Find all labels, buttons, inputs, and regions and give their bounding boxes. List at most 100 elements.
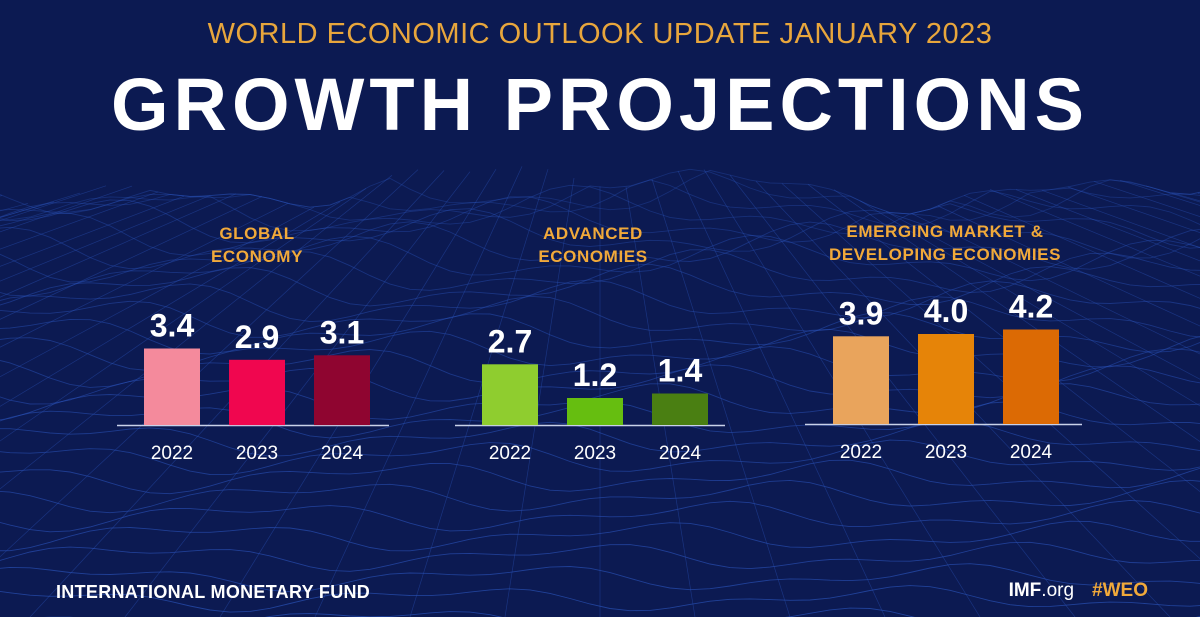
data-label: 4.0 (924, 293, 968, 329)
mesh-perspective-line (885, 211, 1200, 380)
organization-name: INTERNATIONAL MONETARY FUND (56, 582, 371, 602)
bar-2022 (144, 348, 200, 425)
x-tick-label: 2023 (574, 443, 616, 464)
mesh-perspective-line (833, 189, 1200, 442)
bar-2022 (482, 364, 538, 426)
mesh-perspective-line (0, 193, 237, 298)
panel-title-emerging: EMERGING MARKET & DEVELOPING ECONOMIES (790, 220, 1100, 266)
mesh-perspective-line (0, 196, 263, 320)
x-tick-label: 2024 (659, 443, 702, 464)
mesh-perspective-line (1041, 189, 1200, 249)
mesh-ridge-line (0, 459, 1200, 495)
mesh-perspective-line (911, 213, 1200, 355)
bar-2023 (229, 359, 285, 426)
mesh-perspective-line (0, 202, 29, 212)
mesh-perspective-line (1171, 192, 1200, 202)
supertitle: WORLD ECONOMIC OUTLOOK UPDATE JANUARY 20… (207, 18, 993, 50)
mesh-ridge-line (0, 541, 1200, 572)
x-tick-label: 2022 (840, 442, 882, 463)
mesh-ridge-line (0, 263, 1200, 307)
mesh-perspective-line (0, 192, 81, 219)
bar-2023 (567, 398, 623, 425)
mesh-perspective-line (0, 191, 159, 250)
bar-2024 (1003, 329, 1059, 424)
mesh-perspective-line (0, 195, 3, 197)
mesh-perspective-line (0, 206, 315, 378)
mesh-ridge-line (0, 295, 1200, 338)
footer-links: IMF.org #WEO (1009, 580, 1148, 602)
mesh-perspective-line (937, 205, 1200, 327)
panel-title-global-line2: ECONOMY (210, 247, 304, 266)
x-tick-label: 2023 (925, 442, 967, 463)
site-link-domain[interactable]: .org (1041, 580, 1075, 601)
mesh-ridge-line (0, 479, 1200, 514)
mesh-perspective-line (1093, 181, 1200, 217)
mesh-perspective-line (0, 185, 133, 233)
x-tick-label: 2024 (1010, 442, 1053, 463)
mesh-perspective-line (989, 189, 1200, 277)
mesh-perspective-line (859, 200, 1200, 407)
mesh-perspective-line (1015, 189, 1200, 262)
mesh-perspective-line (1119, 179, 1200, 206)
mesh-ridge-line (0, 221, 1200, 270)
panel-title-advanced-line2: ECONOMIES (538, 247, 648, 266)
bar-2024 (314, 355, 370, 426)
mesh-perspective-line (314, 166, 523, 617)
mesh-perspective-line (0, 175, 393, 490)
mesh-perspective-line (0, 201, 341, 407)
data-label: 1.2 (573, 357, 617, 393)
mesh-perspective-line (1145, 185, 1200, 203)
mesh-perspective-line (677, 170, 886, 617)
x-tick-label: 2024 (321, 443, 364, 464)
site-link-bold[interactable]: IMF (1008, 580, 1042, 601)
mesh-perspective-line (504, 178, 575, 617)
bar-2024 (652, 393, 708, 425)
bar-2022 (833, 336, 889, 425)
mesh-ridge-line (0, 279, 1200, 323)
panel-title-advanced-line1: ADVANCED (543, 224, 643, 243)
panel-title-emerging-line2: DEVELOPING ECONOMIES (828, 245, 1062, 264)
mesh-ridge-line (0, 234, 1200, 283)
mesh-ridge-line (0, 585, 1200, 613)
mesh-ridge-line (0, 420, 1200, 457)
mesh-perspective-line (0, 201, 55, 218)
mesh-ridge-line (0, 179, 1200, 227)
mesh-ridge-line (0, 499, 1200, 533)
mesh-ridge-line (0, 439, 1200, 476)
mesh-ridge-line (0, 169, 1200, 218)
panel-title-emerging-line1: EMERGING MARKET & (846, 222, 1044, 241)
mesh-perspective-line (409, 169, 549, 617)
mesh-perspective-line (0, 185, 107, 222)
data-label: 4.2 (1009, 289, 1053, 325)
panel-title-global-line1: GLOBAL (219, 224, 295, 243)
mesh-perspective-line (1067, 186, 1200, 233)
mesh-ridge-line (0, 208, 1200, 259)
mesh-perspective-line (963, 194, 1200, 299)
mesh-ridge-line (0, 563, 1200, 593)
x-tick-label: 2022 (489, 443, 531, 464)
mesh-ridge-line (0, 249, 1200, 297)
mesh-perspective-line (729, 174, 1076, 617)
data-label: 3.9 (839, 295, 883, 331)
mesh-perspective-line (651, 178, 791, 617)
data-label: 3.4 (150, 308, 195, 344)
mesh-perspective-line (0, 195, 185, 267)
mesh-perspective-line (0, 202, 289, 348)
page-title: GROWTH PROJECTIONS (110, 63, 1090, 146)
panel-title-global: GLOBAL ECONOMY (142, 222, 372, 268)
data-label: 2.7 (488, 323, 532, 359)
x-tick-label: 2022 (151, 443, 193, 464)
data-label: 2.9 (235, 319, 279, 355)
x-tick-label: 2023 (236, 443, 278, 464)
mesh-perspective-line (0, 188, 367, 442)
mesh-ridge-line (0, 520, 1200, 552)
panel-title-advanced: ADVANCED ECONOMIES (468, 222, 718, 268)
data-label: 3.1 (320, 314, 364, 350)
data-label: 1.4 (658, 353, 703, 389)
hashtag[interactable]: #WEO (1092, 580, 1148, 601)
mesh-perspective-line (0, 195, 211, 282)
mesh-ridge-line (0, 168, 1200, 221)
bar-2023 (918, 334, 974, 424)
mesh-ridge-line (0, 184, 1200, 235)
